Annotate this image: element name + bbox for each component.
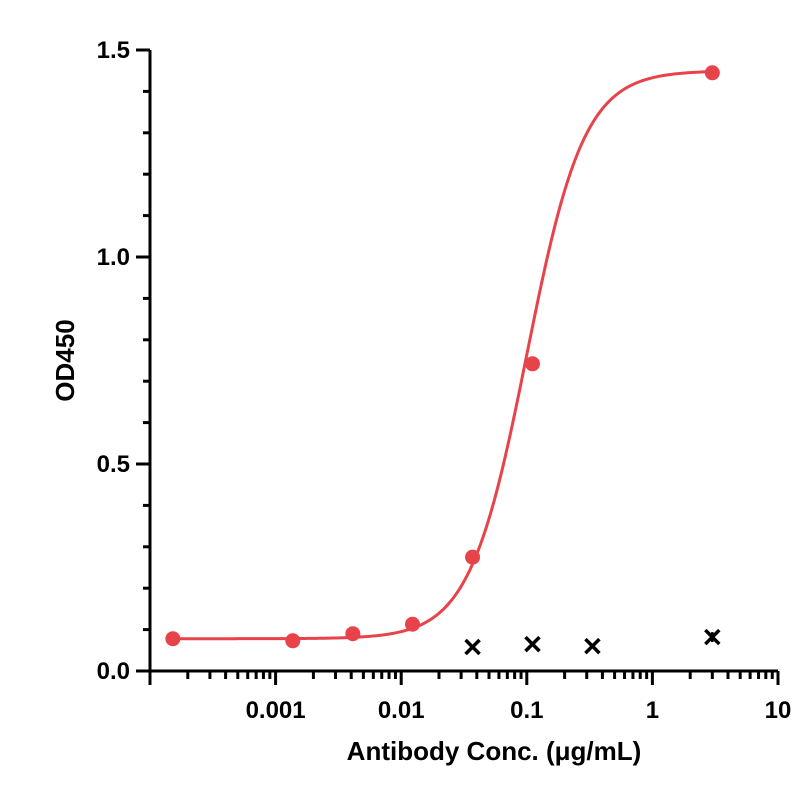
data-point-circle bbox=[704, 65, 720, 81]
data-point-circle bbox=[465, 549, 481, 565]
data-point-circle bbox=[524, 356, 540, 372]
cross-stroke bbox=[704, 628, 721, 646]
cross-stroke bbox=[524, 635, 541, 653]
fit-curve bbox=[172, 70, 713, 641]
cross-stroke bbox=[464, 638, 481, 656]
data-point-circle bbox=[285, 633, 301, 649]
data-point-cross bbox=[464, 638, 481, 656]
y-tick-label: 0.5 bbox=[97, 451, 130, 478]
y-tick-label: 0.0 bbox=[97, 658, 130, 685]
data-point-circle bbox=[165, 631, 181, 647]
data-point-cross bbox=[524, 635, 541, 653]
y-tick-label: 1.0 bbox=[97, 244, 130, 271]
x-tick-label: 0.1 bbox=[510, 697, 543, 724]
x-tick-label: 1 bbox=[646, 697, 659, 724]
data-point-cross bbox=[704, 628, 721, 646]
data-point-circle bbox=[404, 616, 420, 632]
y-ticks: 0.0 0.5 1.0 1.5 bbox=[97, 37, 150, 685]
x-axis-title: Antibody Conc. (μg/mL) bbox=[347, 736, 642, 766]
axes bbox=[148, 50, 778, 673]
y-axis-title: OD450 bbox=[50, 319, 80, 401]
x-ticks: 0.001 0.01 0.1 1 10 bbox=[148, 671, 792, 724]
x-tick-label: 0.001 bbox=[246, 697, 306, 724]
data-points bbox=[165, 65, 721, 656]
x-tick-label: 10 bbox=[765, 697, 792, 724]
fit-curves bbox=[172, 70, 713, 641]
x-tick-label: 0.01 bbox=[378, 697, 425, 724]
data-point-cross bbox=[584, 637, 601, 655]
cross-stroke bbox=[584, 637, 601, 655]
y-tick-label: 1.5 bbox=[97, 37, 130, 64]
data-point-circle bbox=[345, 626, 361, 642]
